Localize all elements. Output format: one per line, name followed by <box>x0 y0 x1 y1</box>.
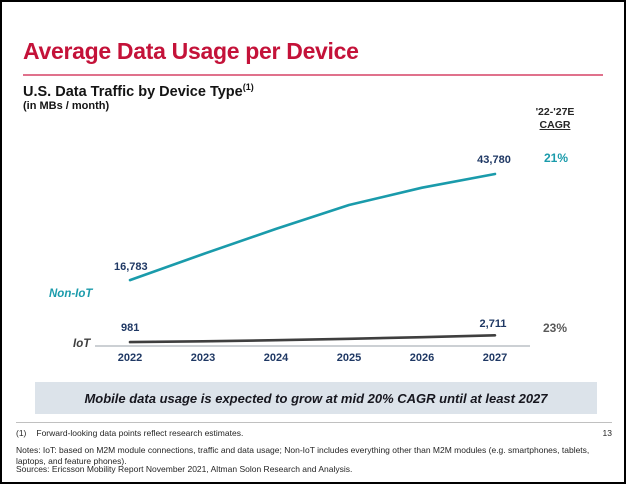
footer-divider <box>16 422 612 423</box>
data-label-iot-2027: 2,711 <box>479 318 507 330</box>
x-tick-2023: 2023 <box>190 352 216 364</box>
notes-text: Notes: IoT: based on M2M module connecti… <box>16 445 590 467</box>
x-tick-2024: 2024 <box>263 352 289 364</box>
footnote: (1) Forward-looking data points reflect r… <box>16 428 243 438</box>
series-line-iot <box>128 334 497 344</box>
series-label-iot: IoT <box>73 338 91 350</box>
title-divider <box>23 74 603 76</box>
data-label-noniot-2022: 16,783 <box>114 261 148 273</box>
series-line-non-iot <box>128 172 497 282</box>
cagr-value-iot: 23% <box>543 321 568 335</box>
takeaway-text: Mobile data usage is expected to grow at… <box>84 390 548 406</box>
footnote-row: (1) Forward-looking data points reflect r… <box>16 428 612 438</box>
page-number: 13 <box>602 428 612 438</box>
x-tick-2026: 2026 <box>409 352 435 364</box>
x-tick-2025: 2025 <box>336 352 362 364</box>
x-tick-2027: 2027 <box>482 352 508 364</box>
data-label-iot-2022: 981 <box>121 322 140 334</box>
sources-text: Sources: Ericsson Mobility Report Novemb… <box>16 464 353 474</box>
cagr-label: CAGR <box>539 119 571 132</box>
x-tick-2022: 2022 <box>117 352 143 364</box>
series-lines <box>128 172 497 344</box>
footnote-text: Forward-looking data points reflect rese… <box>36 428 244 438</box>
series-label-non-iot: Non-IoT <box>49 288 93 300</box>
cagr-column-header: '22-'27E CAGR <box>526 106 584 132</box>
cagr-period-label: '22-'27E <box>535 106 575 118</box>
line-chart <box>95 172 530 347</box>
footnote-marker: (1) <box>16 428 27 438</box>
takeaway-banner: Mobile data usage is expected to grow at… <box>35 382 597 414</box>
chart-title-text: U.S. Data Traffic by Device Type <box>23 83 243 100</box>
cagr-value-non-iot: 21% <box>544 151 569 165</box>
page-title: Average Data Usage per Device <box>23 38 359 64</box>
chart-title: U.S. Data Traffic by Device Type(1) <box>23 82 254 100</box>
footnote-reference: (1) <box>242 82 254 92</box>
data-label-noniot-2027: 43,780 <box>477 154 511 166</box>
chart-units-label: (in MBs / month) <box>23 100 110 112</box>
